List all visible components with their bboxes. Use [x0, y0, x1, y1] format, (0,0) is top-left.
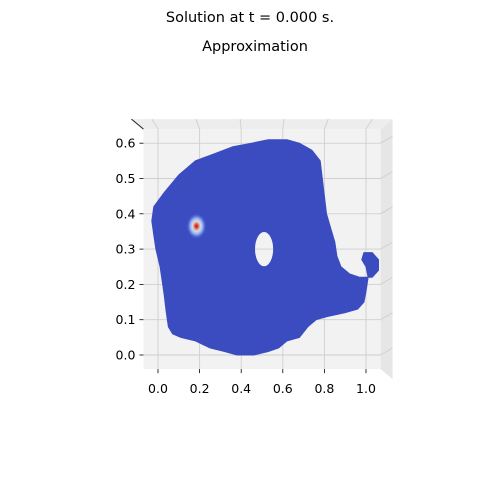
gridline-x-back-3: [282, 119, 285, 130]
gridline-x-back-4: [323, 118, 329, 130]
gridline-y-side-0: [380, 347, 393, 356]
gridline-y-side-3: [380, 241, 393, 250]
gridline-x-back-2: [239, 119, 242, 130]
x-axis-ticks: 0.0 0.2 0.4 0.6 0.8 1.0: [148, 369, 376, 396]
pane-top: [131, 119, 393, 130]
y-tick-label-1: 0.1: [116, 312, 136, 327]
x-tick-label-3: 0.6: [273, 381, 293, 396]
gridline-y-side-5: [380, 171, 393, 179]
y-tick-label-3: 0.3: [116, 242, 136, 257]
y-axis-ticks: 0.0 0.1 0.2 0.3 0.4 0.5 0.6: [116, 136, 144, 363]
x-tick-label-0: 0.0: [148, 381, 168, 396]
y-tick-label-0: 0.0: [116, 348, 136, 363]
x-tick-label-2: 0.4: [231, 381, 251, 396]
gridline-y-side-2: [380, 277, 393, 285]
pane-right: [380, 119, 393, 380]
y-tick-label-4: 0.4: [116, 206, 136, 221]
solution-surface: [151, 139, 379, 356]
y-tick-label-6: 0.6: [116, 136, 136, 151]
axes: 0.0 0.2 0.4 0.6 0.8 1.0 0.0 0.1 0.2 0.3 0.4 0.5 0.6: [116, 118, 393, 396]
gridline-y-side-6: [380, 135, 393, 144]
domain-surface: [151, 139, 379, 356]
gridline-y-side-1: [380, 312, 393, 321]
gridline-y-side-4: [380, 206, 393, 215]
x-tick-label-4: 0.8: [314, 381, 334, 396]
y-tick-label-2: 0.2: [116, 277, 136, 292]
gridline-x-back-0: [151, 118, 159, 130]
y-tick-label-5: 0.5: [116, 171, 136, 186]
hotspot-peak: [186, 213, 207, 240]
gridline-x-back-1: [195, 118, 201, 130]
gridline-x-back-5: [365, 118, 373, 130]
figure-suptitle: Solution at t = 0.000 s.: [166, 10, 334, 26]
x-tick-label-5: 1.0: [356, 381, 376, 396]
chart-title: Approximation: [202, 39, 308, 55]
x-tick-label-1: 0.2: [190, 381, 210, 396]
axis-corner-edge: [131, 118, 144, 130]
